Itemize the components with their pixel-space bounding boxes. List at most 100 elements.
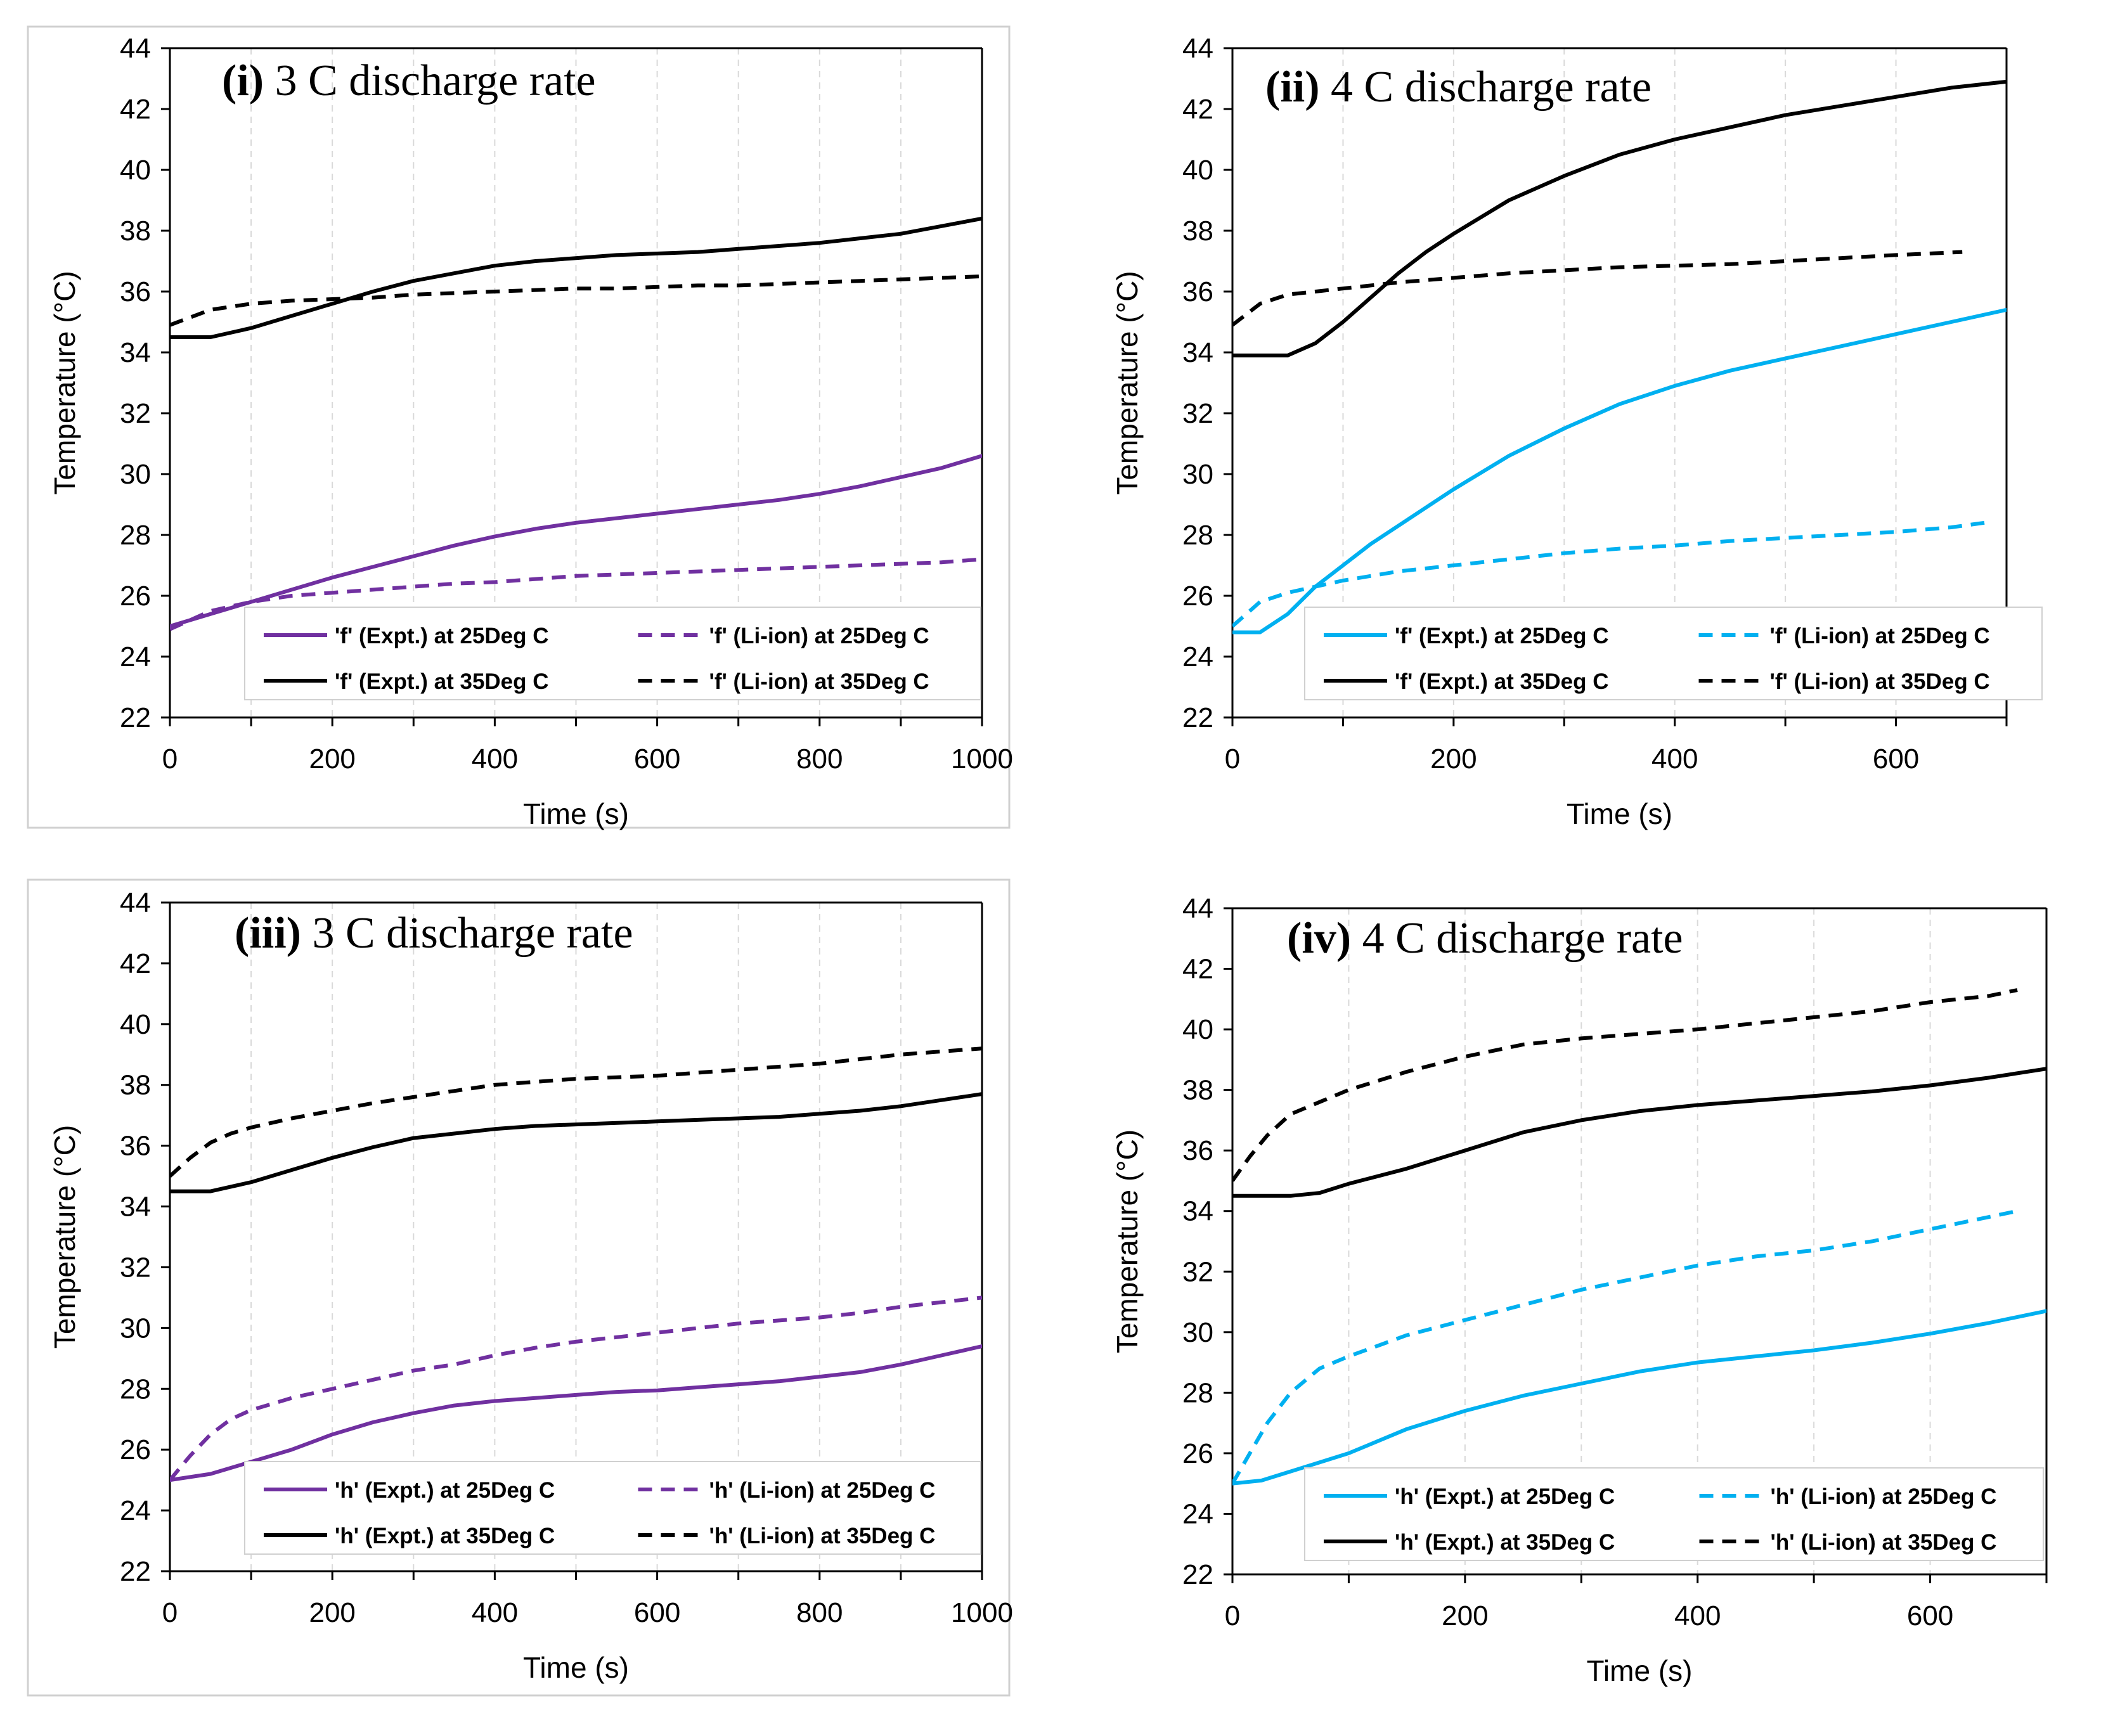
series-line-4 [1232, 988, 2018, 1182]
y-tick-label: 38 [120, 215, 151, 247]
x-axis-title: Time (s) [523, 797, 629, 830]
panel-title-id: iii [249, 909, 286, 958]
legend-label: 'f' (Expt.) at 25Deg C [335, 624, 549, 648]
y-tick-label: 26 [1182, 581, 1213, 612]
series-line-1 [1232, 1309, 2046, 1486]
legend-label: 'h' (Expt.) at 35Deg C [335, 1524, 555, 1548]
y-tick-label: 38 [120, 1070, 151, 1101]
y-tick-label: 28 [1182, 520, 1213, 551]
y-tick-label: 22 [1182, 702, 1213, 733]
series-line-3 [170, 1092, 982, 1193]
y-tick-label: 42 [120, 948, 151, 979]
x-tick-label: 600 [634, 743, 680, 775]
y-tick-label: 44 [120, 887, 151, 918]
y-tick-label: 34 [120, 337, 151, 368]
y-tick-label: 36 [120, 276, 151, 307]
panel-title-paren-close: ) [249, 56, 264, 105]
x-tick-label: 600 [1873, 743, 1919, 775]
legend-label: 'f' (Li-ion) at 35Deg C [709, 669, 929, 694]
plot-area [1232, 908, 2046, 1574]
panel-title: (iii) 3 C discharge rate [235, 909, 633, 958]
legend-label: 'h' (Li-ion) at 25Deg C [1771, 1484, 1997, 1509]
y-tick-label: 26 [1182, 1438, 1213, 1469]
panel-title-paren-open: ( [1287, 914, 1302, 963]
x-tick-label: 200 [309, 1597, 355, 1628]
panel-title: (ii) 4 C discharge rate [1265, 63, 1651, 112]
y-tick-label: 32 [1182, 398, 1213, 429]
y-tick-label: 40 [1182, 155, 1213, 186]
series-line-4 [1232, 250, 1963, 327]
y-axis-title: Temperature (°C) [1111, 271, 1144, 494]
y-tick-label: 38 [1182, 215, 1213, 247]
legend-box [244, 607, 981, 700]
x-tick-label: 200 [309, 743, 355, 775]
y-tick-label: 26 [120, 581, 151, 612]
panel-title-text: 4 C discharge rate [1351, 914, 1683, 963]
y-tick-label: 26 [120, 1434, 151, 1465]
y-tick-label: 38 [1182, 1075, 1213, 1106]
y-tick-label: 24 [1182, 1498, 1213, 1529]
panel-title-paren-open: ( [235, 909, 249, 958]
x-tick-label: 1000 [951, 743, 1013, 775]
legend-label: 'f' (Li-ion) at 35Deg C [1770, 669, 1990, 694]
chart-panel-ii: 22 24 26 28 30 32 34 36 38 40 42 44 0 200 400 600 Time (… [1111, 33, 2043, 830]
legend-label: 'f' (Expt.) at 25Deg C [1395, 624, 1609, 648]
panel-title-paren-close: ) [1336, 914, 1351, 963]
legend-label: 'f' (Li-ion) at 25Deg C [709, 624, 929, 648]
chart-panel-i: 22 24 26 28 30 32 34 36 38 40 42 44 0 200 400 600 800 100… [27, 25, 1013, 830]
legend-box [244, 1461, 981, 1555]
legend-label: 'h' (Expt.) at 25Deg C [1395, 1484, 1615, 1509]
x-axis-title: Time (s) [1567, 797, 1672, 830]
y-tick-label: 36 [1182, 276, 1213, 307]
x-tick-label: 400 [1674, 1600, 1721, 1631]
panel-title-text: 3 C discharge rate [301, 909, 633, 958]
x-tick-label: 0 [1225, 743, 1240, 775]
series-line-1 [170, 1344, 982, 1482]
x-tick-label: 600 [634, 1597, 680, 1628]
x-tick-label: 200 [1442, 1600, 1488, 1631]
x-tick-label: 200 [1430, 743, 1477, 775]
legend-label: 'f' (Expt.) at 35Deg C [1395, 669, 1609, 694]
legend-label: 'h' (Li-ion) at 35Deg C [1771, 1530, 1997, 1555]
y-tick-label: 30 [120, 459, 151, 490]
series-line-2 [1232, 1209, 2018, 1485]
x-tick-label: 800 [796, 1597, 843, 1628]
x-tick-label: 400 [472, 1597, 518, 1628]
y-tick-label: 24 [120, 641, 151, 672]
y-tick-label: 28 [1182, 1377, 1213, 1408]
panel-title: (i) 3 C discharge rate [222, 56, 596, 105]
legend-label: 'f' (Li-ion) at 25Deg C [1770, 624, 1990, 648]
y-tick-label: 36 [120, 1131, 151, 1162]
y-tick-label: 24 [120, 1495, 151, 1526]
legend-label: 'h' (Li-ion) at 35Deg C [709, 1524, 936, 1548]
y-tick-label: 30 [1182, 459, 1213, 490]
panel-title-paren-close: ) [287, 909, 301, 958]
series-line-2 [170, 557, 982, 631]
panel-title-text: 3 C discharge rate [264, 56, 596, 105]
x-tick-label: 600 [1907, 1600, 1953, 1631]
y-tick-label: 32 [120, 398, 151, 429]
legend-box [1304, 1467, 2044, 1561]
chart-panel-iv: 22 24 26 28 30 32 34 36 38 40 42 44 0 200 400 600 Time (… [1111, 893, 2048, 1687]
y-tick-label: 42 [120, 94, 151, 125]
panel-title-id: i [236, 56, 249, 105]
y-tick-label: 44 [1182, 33, 1213, 64]
y-tick-label: 40 [120, 1009, 151, 1040]
series-line-3 [170, 216, 982, 339]
x-tick-label: 400 [472, 743, 518, 775]
panel-title: (iv) 4 C discharge rate [1287, 914, 1683, 963]
legend-box [1304, 607, 2043, 700]
x-axis-title: Time (s) [523, 1651, 629, 1684]
series-line-2 [1232, 520, 1985, 628]
y-tick-label: 36 [1182, 1135, 1213, 1166]
series-line-3 [1232, 79, 2007, 357]
plot-area [1232, 48, 2007, 717]
x-tick-label: 400 [1651, 743, 1698, 775]
y-axis-title: Temperature (°C) [48, 1125, 81, 1349]
x-tick-label: 800 [796, 743, 843, 775]
y-tick-label: 44 [1182, 893, 1213, 924]
y-tick-label: 34 [1182, 1196, 1213, 1227]
y-tick-label: 40 [120, 155, 151, 186]
y-tick-label: 42 [1182, 954, 1213, 985]
